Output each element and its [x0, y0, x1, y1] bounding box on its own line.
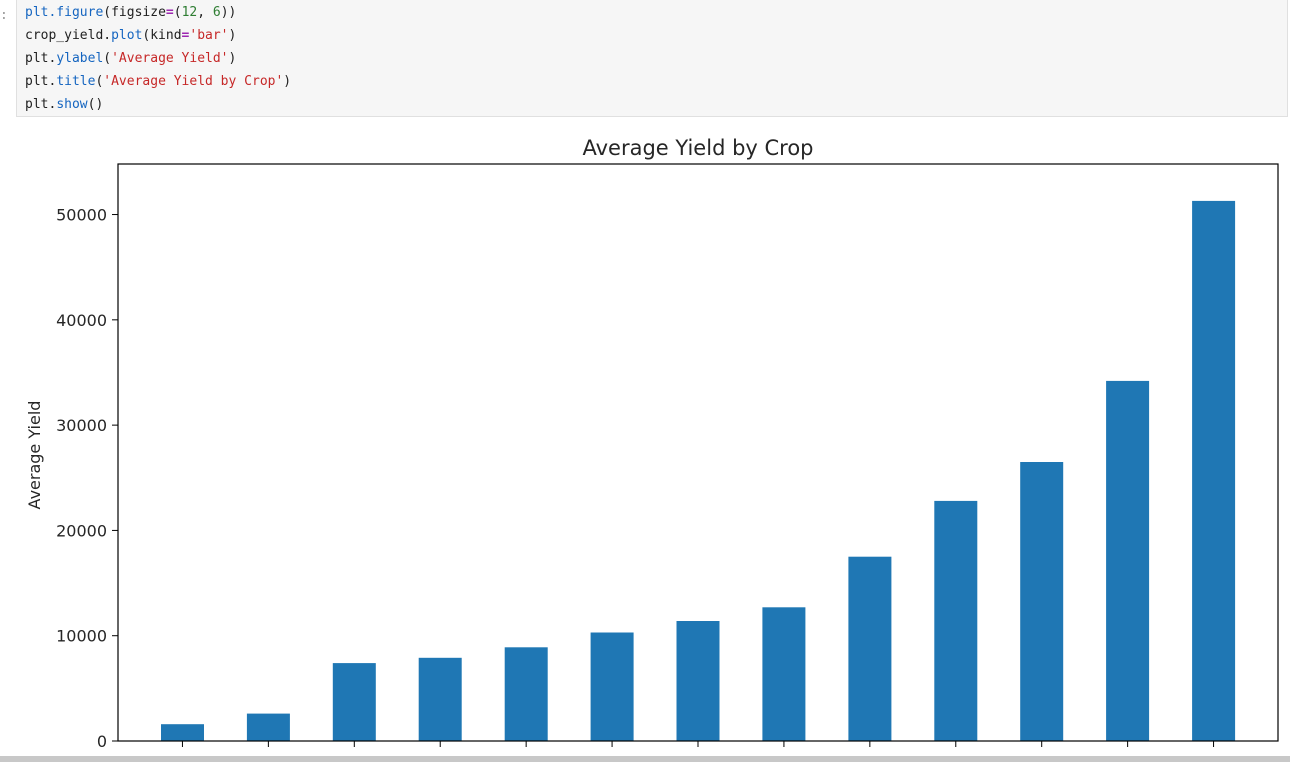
- code-token: show: [56, 97, 88, 112]
- y-tick-label: 10000: [56, 627, 107, 646]
- bar: [590, 632, 634, 741]
- code-line: plt.figure(figsize=(12, 6)): [25, 1, 291, 24]
- code-token: 12: [181, 5, 198, 20]
- y-tick-label: 50000: [56, 206, 107, 225]
- x-ticks-group: [181, 741, 1215, 747]
- code-token: ): [228, 51, 237, 66]
- code-token: (kind: [142, 28, 182, 43]
- code-token: plt.: [25, 97, 57, 112]
- bar: [1106, 380, 1150, 741]
- code-token: (: [173, 5, 182, 20]
- code-token: (: [103, 51, 112, 66]
- bar: [246, 713, 290, 741]
- bar: [676, 621, 720, 741]
- bar: [1192, 200, 1236, 741]
- code-editor[interactable]: plt.figure(figsize=(12, 6)) crop_yield.pl…: [25, 1, 291, 116]
- code-cell[interactable]: plt.figure(figsize=(12, 6)) crop_yield.pl…: [16, 0, 1288, 117]
- y-tick-label: 40000: [56, 311, 107, 330]
- y-tick-label: 20000: [56, 521, 107, 540]
- bar: [418, 657, 462, 741]
- bar: [762, 607, 806, 741]
- code-token: plt.figure: [25, 5, 104, 20]
- code-token: 'Average Yield': [111, 51, 229, 66]
- bar: [504, 647, 548, 741]
- bars-group: [161, 200, 1236, 741]
- code-token: plot: [111, 28, 143, 43]
- chart-title: Average Yield by Crop: [582, 136, 813, 160]
- code-token: title: [56, 74, 96, 89]
- bar: [161, 724, 204, 741]
- bar-chart: Average Yield by Crop Average Yield 0 100…: [25, 136, 1279, 751]
- code-token: 'Average Yield by Crop': [103, 74, 284, 89]
- code-line: plt.title('Average Yield by Crop'): [25, 70, 291, 93]
- code-token: ): [283, 74, 292, 89]
- code-token: (: [95, 74, 104, 89]
- code-token: ylabel: [56, 51, 104, 66]
- plot-frame: [117, 163, 1279, 742]
- code-token: (): [87, 97, 104, 112]
- horizontal-scrollbar[interactable]: [0, 756, 1290, 762]
- code-token: ): [228, 28, 237, 43]
- cell-output: Average Yield by Crop Average Yield 0 100…: [0, 118, 1290, 762]
- code-line: plt.show(): [25, 93, 291, 116]
- code-token: =: [181, 28, 190, 43]
- cell-prompt: :: [0, 8, 8, 23]
- code-token: (figsize: [103, 5, 166, 20]
- code-line: crop_yield.plot(kind='bar'): [25, 24, 291, 47]
- code-token: plt.: [25, 51, 57, 66]
- code-line: plt.ylabel('Average Yield'): [25, 47, 291, 70]
- bar: [848, 556, 892, 741]
- code-token: plt.: [25, 74, 57, 89]
- y-axis-label: Average Yield: [25, 401, 44, 510]
- y-tick-label: 30000: [56, 416, 107, 435]
- code-token: )): [220, 5, 237, 20]
- bar: [934, 500, 978, 741]
- code-token: 'bar': [189, 28, 229, 43]
- code-token: 6: [212, 5, 221, 20]
- code-token: =: [165, 5, 174, 20]
- code-token: crop_yield.: [25, 28, 112, 43]
- code-token: ,: [197, 5, 213, 20]
- y-ticks-group: 0 10000 20000 30000 40000 50000: [56, 206, 118, 751]
- y-tick-label: 0: [97, 732, 107, 751]
- bar: [332, 663, 376, 741]
- bar: [1020, 462, 1064, 741]
